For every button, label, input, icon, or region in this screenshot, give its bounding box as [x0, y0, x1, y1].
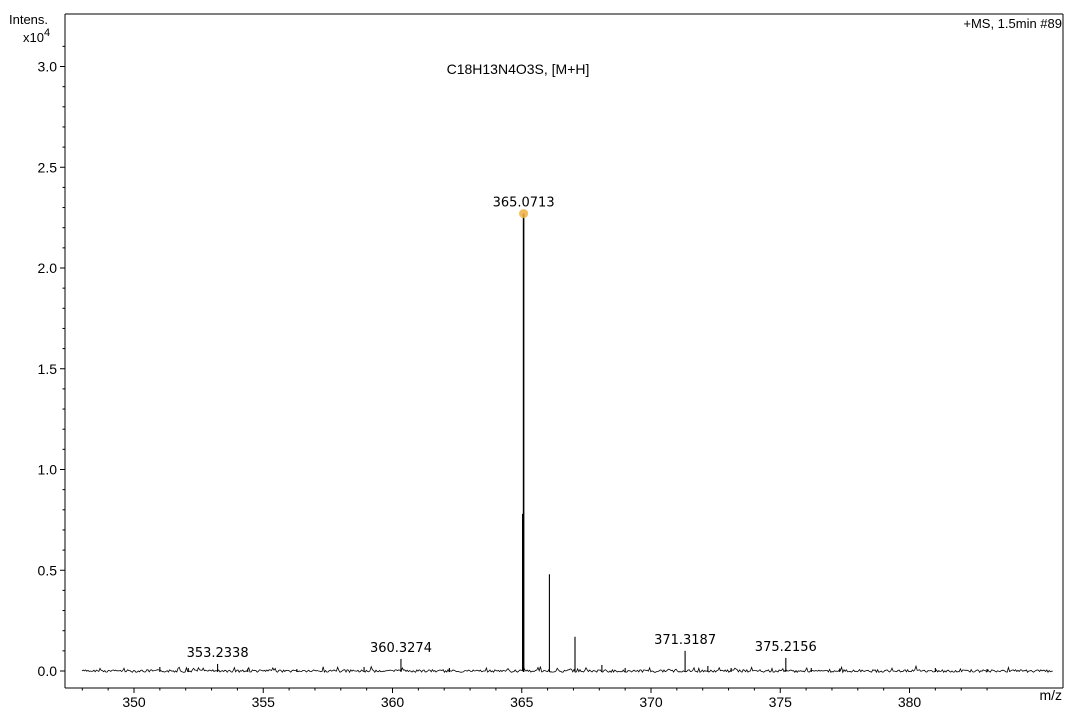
ticks: 0.0 0.5 1.0 1.5 2.0 2.5 3.0 350 355 360 365 370 375 3…	[38, 45, 988, 708]
x-tick-label: 355	[252, 694, 276, 708]
y-tick-label: 2.5	[38, 159, 58, 175]
spectrum	[81, 209, 1053, 674]
y-tick-label: 1.0	[38, 462, 58, 478]
y-tick-label: 3.0	[38, 59, 58, 75]
peak-marker	[519, 209, 529, 219]
chart-title: C18H13N4O3S, [M+H]	[447, 61, 590, 77]
y-tick-label: 1.5	[38, 361, 58, 377]
labels: Intens. x104 +MS, 1.5min #89 C18H13N4O3S…	[9, 12, 1062, 703]
y-scale-label: x104	[23, 27, 50, 45]
peak-label: 375.2156	[755, 640, 817, 655]
peak-label: 353.2338	[187, 646, 249, 661]
peak-label: 371.3187	[654, 633, 716, 648]
y-tick-label: 2.0	[38, 260, 58, 276]
peak-label: 360.3274	[370, 641, 432, 656]
baseline-noise	[81, 664, 1053, 674]
x-tick-label: 350	[122, 694, 146, 708]
x-tick-label: 365	[510, 694, 534, 708]
x-tick-label: 375	[769, 694, 793, 708]
peak-labels: 353.2338 360.3274 365.0713 371.3187 375.2156	[187, 196, 817, 661]
x-tick-label: 370	[639, 694, 663, 708]
y-tick-label: 0.5	[38, 562, 58, 578]
peak-label: 365.0713	[493, 196, 555, 211]
x-tick-label: 380	[898, 694, 922, 708]
y-tick-label: 0.0	[38, 663, 58, 679]
axes	[64, 13, 1064, 689]
header-right-label: +MS, 1.5min #89	[963, 16, 1062, 31]
x-tick-label: 360	[381, 694, 405, 708]
x-axis-label: m/z	[1039, 687, 1062, 703]
y-axis-label: Intens.	[9, 12, 48, 27]
